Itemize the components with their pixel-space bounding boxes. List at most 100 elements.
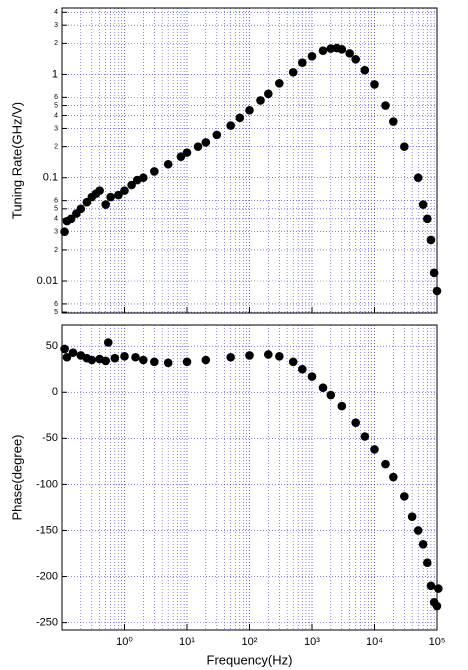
y-tick-label: 3 <box>54 22 58 29</box>
data-point <box>163 159 173 169</box>
data-point <box>60 344 69 354</box>
x-tick-label: 10⁴ <box>366 636 383 648</box>
data-point <box>176 152 186 161</box>
y-tick-label: 5 <box>54 206 58 213</box>
y-tick-label: -250 <box>36 617 58 629</box>
data-point <box>150 167 159 176</box>
y-axis-label: Phase(degree) <box>9 435 24 521</box>
data-point <box>275 79 284 88</box>
data-point <box>256 96 265 105</box>
y-tick-label: 0 <box>52 386 58 398</box>
data-point <box>370 445 379 454</box>
data-point <box>68 348 78 357</box>
data-point <box>226 121 235 130</box>
y-tick-label: -50 <box>42 432 58 444</box>
data-point <box>432 601 442 611</box>
data-point <box>351 418 360 427</box>
data-point <box>182 148 192 157</box>
data-point <box>235 113 245 123</box>
data-point <box>423 558 432 568</box>
y-tick-label: 5 <box>54 309 58 316</box>
data-point <box>127 180 136 190</box>
y-tick-label: 50 <box>46 340 58 352</box>
y-tick-label: 4 <box>54 112 58 119</box>
data-point <box>103 338 113 347</box>
y-axis-label: Tuning Rate(GHz/V) <box>9 102 24 219</box>
data-point <box>298 58 307 67</box>
data-point <box>120 186 129 195</box>
data-point <box>62 352 72 362</box>
data-point <box>288 357 298 367</box>
data-point <box>360 432 370 441</box>
data-point <box>193 142 203 151</box>
y-tick-label: 3 <box>54 125 58 132</box>
data-point <box>60 227 69 237</box>
data-point <box>163 358 173 368</box>
data-point <box>101 200 110 209</box>
data-point <box>245 105 254 115</box>
data-point <box>407 512 417 521</box>
y-tick-label: -100 <box>36 478 58 490</box>
x-tick-label: 10⁰ <box>116 636 133 648</box>
data-point <box>426 235 436 245</box>
data-point <box>275 352 284 361</box>
y-tick-label: 3 <box>54 229 58 236</box>
data-point <box>264 89 273 99</box>
data-point <box>298 364 307 374</box>
y-tick-label: 2 <box>54 143 58 150</box>
data-point <box>66 214 76 224</box>
data-point <box>337 45 347 54</box>
y-tick-label: 4 <box>54 9 58 16</box>
y-tick-label: -200 <box>36 570 58 582</box>
y-tick-label: 0.1 <box>43 172 58 184</box>
data-point <box>351 55 360 64</box>
x-tick-label: 10¹ <box>179 636 195 648</box>
data-point <box>201 355 211 365</box>
data-point <box>429 268 439 278</box>
data-point <box>307 372 317 381</box>
data-point <box>400 492 409 501</box>
y-tick-label: 2 <box>54 247 58 254</box>
data-point <box>201 138 211 147</box>
data-point <box>76 204 86 214</box>
data-point <box>245 351 254 360</box>
data-point <box>318 383 328 392</box>
data-point <box>182 357 192 367</box>
data-point <box>413 173 423 183</box>
data-point <box>120 352 129 361</box>
data-point <box>432 286 442 296</box>
y-tick-label: 6 <box>54 94 58 101</box>
data-point <box>226 352 235 362</box>
data-point <box>110 353 120 363</box>
data-point <box>326 390 336 400</box>
data-point <box>101 356 110 366</box>
data-point <box>139 173 148 183</box>
data-point <box>318 46 328 55</box>
data-point <box>423 214 432 224</box>
data-point <box>150 357 159 367</box>
x-tick-label: 10³ <box>304 636 320 648</box>
y-tick-label: 1 <box>52 68 58 80</box>
data-point <box>418 200 428 209</box>
data-point <box>381 459 390 469</box>
y-tick-label: 4 <box>54 216 58 223</box>
data-point <box>413 526 423 535</box>
data-point <box>95 186 104 195</box>
data-point <box>106 192 115 202</box>
data-point <box>418 540 428 549</box>
data-point <box>426 581 436 591</box>
data-point <box>400 142 409 151</box>
data-point <box>389 117 398 126</box>
data-point <box>131 352 140 362</box>
data-point <box>288 67 298 77</box>
data-point <box>307 51 317 61</box>
data-point <box>264 350 273 359</box>
data-point <box>337 401 347 411</box>
y-tick-label: 6 <box>54 301 58 308</box>
data-point <box>139 355 148 365</box>
data-point <box>381 101 390 110</box>
data-point <box>389 472 398 482</box>
data-point <box>87 355 97 365</box>
y-tick-label: 0.01 <box>37 275 58 287</box>
